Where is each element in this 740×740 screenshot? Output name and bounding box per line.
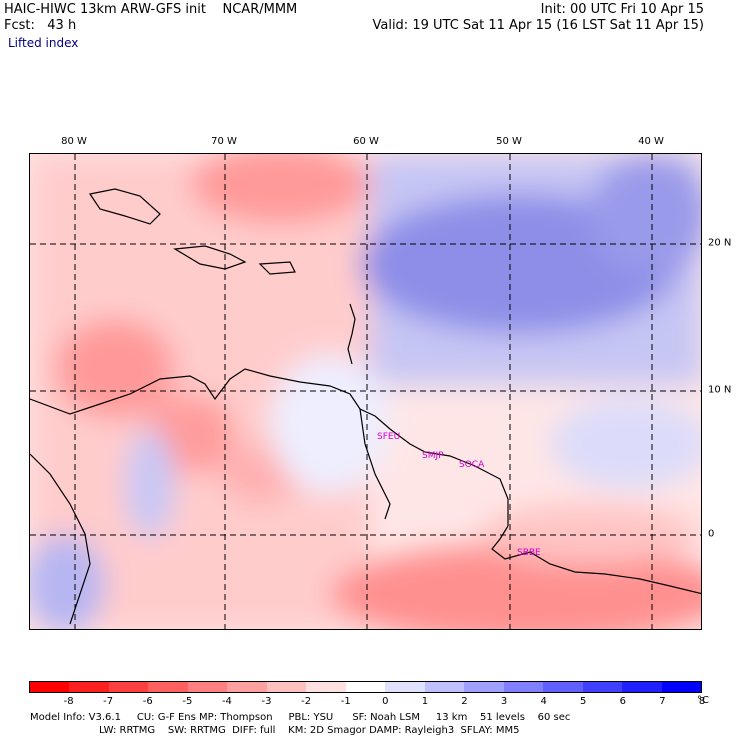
colorbar-swatch xyxy=(69,682,109,692)
warm-region-colombia xyxy=(55,319,175,419)
station-sbbe: SBBE xyxy=(517,548,541,558)
colorbar-swatch xyxy=(582,682,623,692)
colorbar-tick-label: 6 xyxy=(619,696,626,707)
lat-label-20n: 20 N xyxy=(708,237,732,249)
lon-label-60w: 60 W xyxy=(353,136,379,147)
colorbar-tick-label: 2 xyxy=(461,696,468,707)
colorbar-tick-label: 5 xyxy=(580,696,587,707)
warm-region-north xyxy=(190,154,370,224)
colorbar-swatch xyxy=(661,682,701,692)
colorbar-tick-label: 7 xyxy=(659,696,666,707)
lon-label-80w: 80 W xyxy=(61,136,87,147)
colorbar-tick-label: -3 xyxy=(261,696,272,707)
field-name: Lifted index xyxy=(8,36,79,50)
lat-label-0: 0 xyxy=(708,528,715,540)
neutral-region-venezuela xyxy=(270,354,390,494)
lon-label-50w: 50 W xyxy=(496,136,522,147)
footer-model-info: Model Info: V3.6.1 CU: G-F Ens MP: Thomp… xyxy=(30,712,571,723)
coastlines xyxy=(30,188,701,625)
footer-physics-info: LW: RRTMG SW: RRTMG DIFF: full KM: 2D Sm… xyxy=(99,725,520,736)
colorbar-swatch xyxy=(148,682,188,692)
colorbar-swatch xyxy=(227,682,267,692)
colorbar-swatch xyxy=(108,682,149,692)
lat-label-10n: 10 N xyxy=(708,384,732,396)
station-smjp: SMJP xyxy=(422,451,444,461)
colorbar-unit: °C xyxy=(697,695,709,706)
warm-region-coast xyxy=(480,504,700,564)
model-title: HAIC-HIWC 13km ARW-GFS init NCAR/MMM xyxy=(4,2,298,17)
colorbar-tick-label: -7 xyxy=(103,696,114,707)
colorbar-swatch xyxy=(385,682,425,692)
colorbar-tick-label: -6 xyxy=(142,696,153,707)
colorbar-tick-label: -5 xyxy=(182,696,193,707)
colorbar-swatch xyxy=(306,682,346,692)
colorbar-swatch xyxy=(30,682,70,692)
warm-region-amazon xyxy=(330,544,701,629)
colorbar-swatch xyxy=(345,682,386,692)
colorbar-tick-label: 3 xyxy=(500,696,508,707)
colorbar-tick-label: -4 xyxy=(221,696,232,707)
forecast-hour: Fcst: 43 h xyxy=(4,18,77,33)
station-soca: SOCA xyxy=(459,460,485,470)
colorbar-tick-label: 4 xyxy=(540,696,547,707)
colorbar-swatch xyxy=(187,682,228,692)
colorbar xyxy=(29,681,702,693)
stable-strip-andes xyxy=(125,429,175,539)
map-canvas xyxy=(30,154,701,629)
colorbar-swatch xyxy=(464,682,504,692)
station-sfeu: SFEU xyxy=(377,432,401,442)
colorbar-swatch xyxy=(543,682,583,692)
lifted-index-map xyxy=(29,153,702,630)
colorbar-tick-label: -1 xyxy=(340,696,351,707)
valid-time: Valid: 19 UTC Sat 11 Apr 15 (16 LST Sat … xyxy=(372,18,704,33)
colorbar-swatch xyxy=(503,682,544,692)
init-time: Init: 00 UTC Fri 10 Apr 15 xyxy=(540,2,704,17)
colorbar-tick-label: 8 xyxy=(698,696,706,707)
colorbar-swatch xyxy=(266,682,307,692)
colorbar-tick-label: 0 xyxy=(382,696,389,707)
lon-label-40w: 40 W xyxy=(638,136,664,147)
lon-label-70w: 70 W xyxy=(211,136,237,147)
colorbar-tick-label: 1 xyxy=(421,696,429,707)
colorbar-swatch xyxy=(424,682,465,692)
colorbar-swatch xyxy=(622,682,662,692)
colorbar-tick-label: -2 xyxy=(301,696,312,707)
graticule xyxy=(30,154,701,629)
colorbar-tick-label: -8 xyxy=(63,696,74,707)
stable-region-sw xyxy=(30,534,105,629)
stable-region-se xyxy=(550,399,701,489)
